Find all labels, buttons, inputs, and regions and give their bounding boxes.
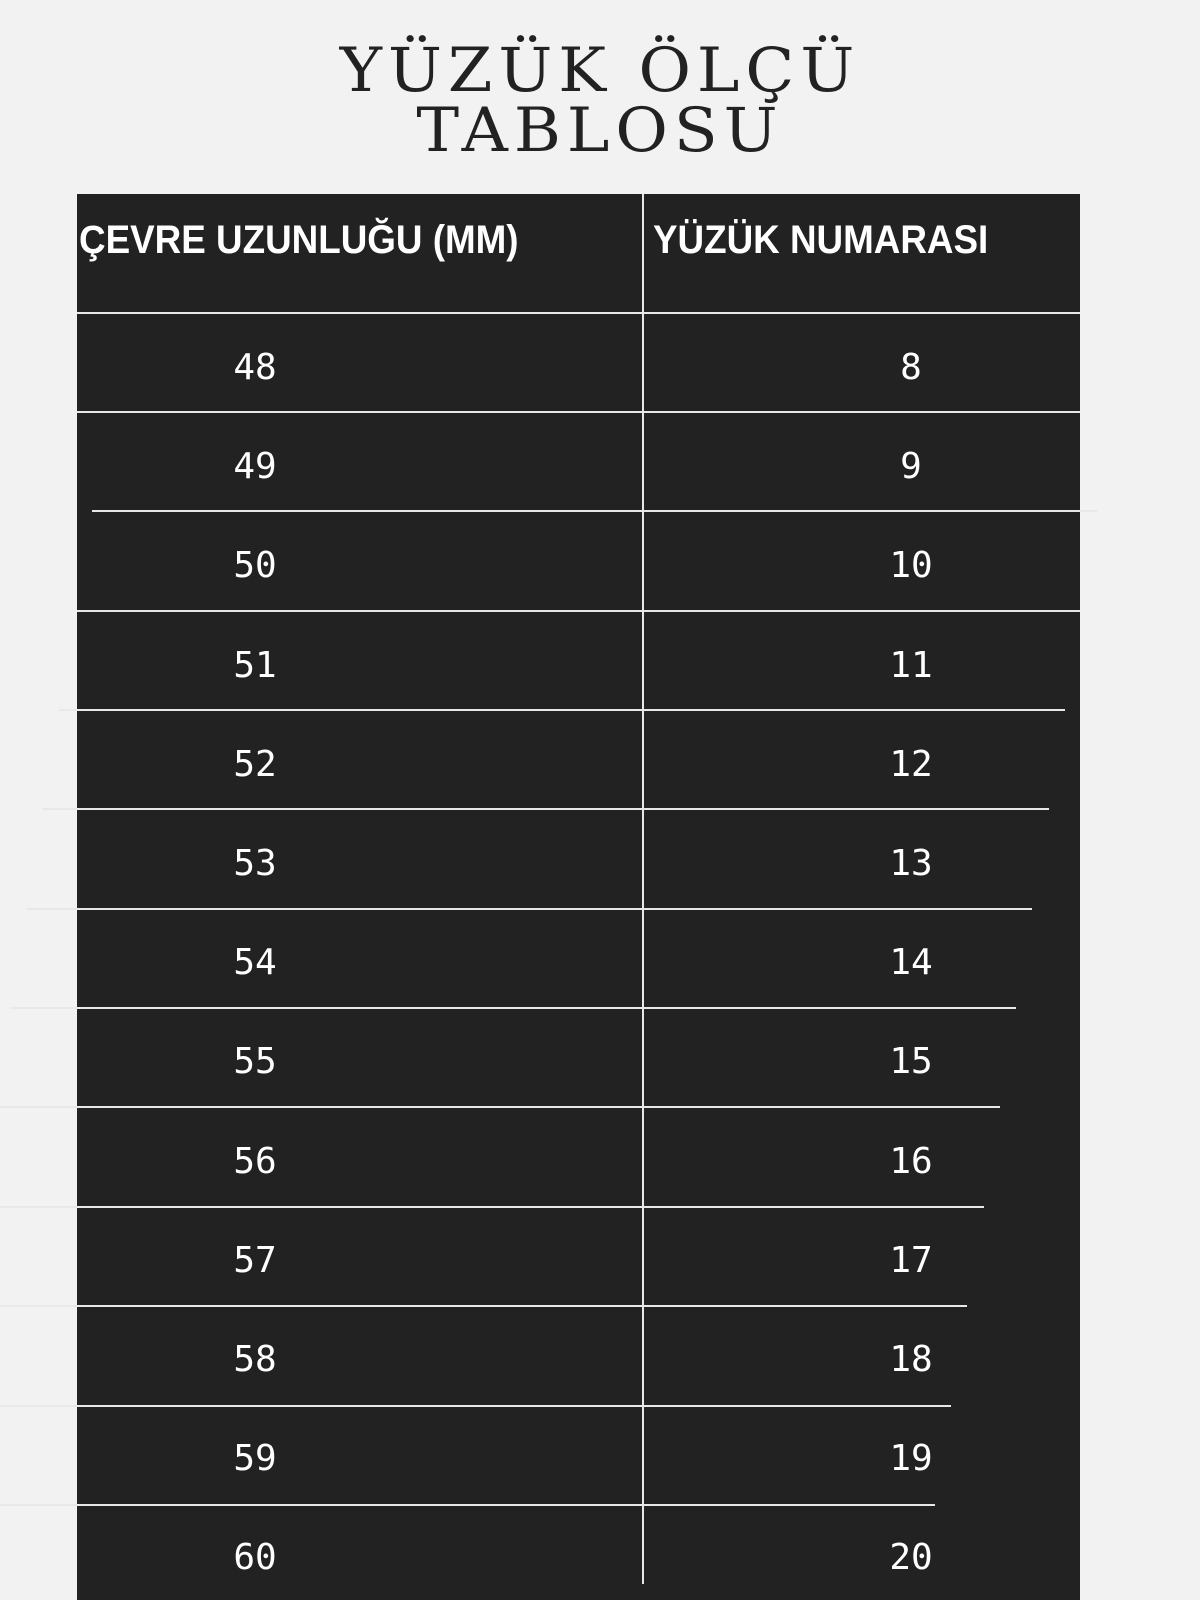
ring-number-cell: 20 (889, 1537, 933, 1579)
circumference-cell: 56 (233, 1140, 277, 1182)
row-divider (0, 1106, 1000, 1108)
circumference-cell: 53 (233, 843, 277, 884)
header-ring-number: YÜZÜK NUMARASI (653, 218, 989, 262)
circumference-cell: 49 (233, 446, 277, 488)
ring-number-cell: 16 (889, 1140, 933, 1182)
circumference-cell: 55 (233, 1041, 277, 1083)
circumference-cell: 57 (233, 1239, 277, 1281)
circumference-cell: 50 (233, 545, 277, 587)
circumference-cell: 54 (233, 942, 277, 984)
circumference-cell: 59 (233, 1438, 277, 1480)
ring-number-cell: 19 (889, 1438, 933, 1480)
ring-number-cell: 12 (889, 743, 933, 785)
row-divider (27, 908, 1032, 910)
row-divider (0, 1405, 951, 1407)
ring-number-cell: 14 (889, 942, 933, 984)
circumference-cell: 52 (233, 743, 277, 785)
ring-number-cell: 10 (889, 545, 933, 587)
circumference-cell: 48 (233, 347, 277, 388)
ring-number-cell: 11 (889, 644, 933, 686)
row-divider (77, 411, 1080, 413)
column-divider (642, 194, 644, 1584)
ring-number-cell: 9 (900, 446, 922, 488)
ring-number-cell: 8 (900, 347, 922, 388)
header-circumference: ÇEVRE UZUNLUĞU (MM) (79, 218, 519, 262)
row-divider (77, 312, 1080, 314)
circumference-cell: 60 (233, 1537, 277, 1579)
row-divider (0, 1305, 967, 1307)
row-divider (0, 1206, 984, 1208)
page-title-line-2: TABLOSU (416, 95, 784, 167)
ring-number-cell: 13 (889, 843, 933, 884)
ring-number-cell: 18 (889, 1339, 933, 1380)
row-divider (92, 510, 1097, 512)
ring-number-cell: 15 (889, 1041, 933, 1083)
row-divider (59, 709, 1065, 711)
ring-number-cell: 17 (889, 1239, 933, 1281)
circumference-cell: 58 (233, 1339, 277, 1380)
row-divider (77, 610, 1080, 612)
circumference-cell: 51 (233, 644, 277, 686)
ring-size-table (77, 194, 1080, 1600)
row-divider (10, 1007, 1016, 1009)
row-divider (43, 808, 1049, 810)
row-divider (0, 1504, 935, 1506)
page-title-line-1: YÜZÜK ÖLÇÜ (339, 35, 861, 107)
